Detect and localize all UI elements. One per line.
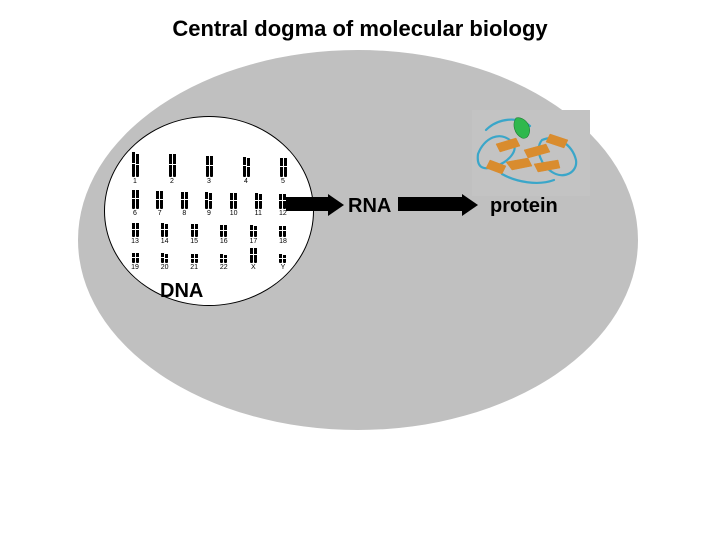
- chromosome-pair: 3: [197, 151, 221, 185]
- chromosome-number: 13: [131, 238, 139, 245]
- chromosome-pair: 7: [148, 187, 172, 217]
- chromosome-pair: 15: [182, 219, 206, 245]
- page-title: Central dogma of molecular biology: [0, 16, 720, 42]
- chromosome-icon: [165, 253, 168, 263]
- nucleus-circle: 12345678910111213141516171819202122XY: [104, 116, 314, 306]
- chromosome-pair: 5: [271, 151, 295, 185]
- chromosome-pair: 22: [212, 249, 236, 271]
- chromosome-icon: [234, 192, 237, 209]
- chromosome-number: 19: [131, 264, 139, 271]
- rna-label: RNA: [348, 195, 391, 218]
- chromosome-number: 6: [133, 210, 137, 217]
- chromosome-number: 8: [182, 210, 186, 217]
- chromosome-number: 17: [249, 238, 257, 245]
- chromosome-icon: [224, 254, 227, 263]
- chromosome-icon: [136, 189, 139, 209]
- karyotype-row: 19 20 21 22 X Y: [123, 249, 295, 271]
- chromosome-icon: [259, 193, 262, 209]
- chromosome-icon: [284, 157, 287, 177]
- chromosome-number: 18: [279, 238, 287, 245]
- chromosome-pair: 11: [246, 187, 270, 217]
- protein-label: protein: [490, 195, 558, 218]
- chromosome-number: 1: [133, 178, 137, 185]
- chromosome-icon: [195, 253, 198, 263]
- chromosome-icon: [136, 222, 139, 237]
- chromosome-icon: [254, 225, 257, 237]
- chromosome-number: 20: [161, 264, 169, 271]
- arrow-shaft: [286, 197, 330, 211]
- chromosome-number: 14: [161, 238, 169, 245]
- arrow-head-icon: [462, 194, 478, 216]
- chromosome-pair: 16: [212, 219, 236, 245]
- chromosome-pair: 18: [271, 219, 295, 245]
- chromosome-pair: 2: [160, 151, 184, 185]
- arrow-dna-to-rna: [286, 194, 344, 216]
- karyotype-grid: 12345678910111213141516171819202122XY: [123, 151, 295, 283]
- chromosome-number: X: [251, 264, 256, 271]
- chromosome-number: 2: [170, 178, 174, 185]
- chromosome-icon: [169, 153, 172, 177]
- chromosome-icon: [185, 191, 188, 209]
- chromosome-icon: [165, 223, 168, 237]
- chromosome-icon: [250, 247, 253, 263]
- chromosome-number: 9: [207, 210, 211, 217]
- chromosome-icon: [280, 157, 283, 177]
- chromosome-pair: 13: [123, 219, 147, 245]
- chromosome-pair: 21: [182, 249, 206, 271]
- chromosome-icon: [209, 192, 212, 209]
- chromosome-icon: [160, 190, 163, 209]
- chromosome-icon: [132, 189, 135, 209]
- chromosome-number: 7: [158, 210, 162, 217]
- chromosome-number: 11: [255, 210, 262, 217]
- chromosome-number: 5: [281, 178, 285, 185]
- dna-label: DNA: [160, 280, 203, 303]
- arrow-shaft: [398, 197, 464, 211]
- chromosome-number: 22: [220, 264, 228, 271]
- chromosome-pair: 4: [234, 151, 258, 185]
- chromosome-icon: [224, 224, 227, 237]
- chromosome-pair: 10: [222, 187, 246, 217]
- chromosome-icon: [195, 223, 198, 237]
- chromosome-number: Y: [281, 264, 286, 271]
- chromosome-pair: 8: [172, 187, 196, 217]
- arrow-rna-to-protein: [398, 194, 478, 216]
- chromosome-icon: [254, 247, 257, 263]
- chromosome-pair: X: [241, 249, 265, 271]
- protein-structure-icon: [472, 110, 590, 196]
- chromosome-number: 4: [244, 178, 248, 185]
- chromosome-icon: [206, 155, 209, 177]
- chromosome-icon: [210, 155, 213, 177]
- chromosome-number: 3: [207, 178, 211, 185]
- chromosome-pair: 17: [241, 219, 265, 245]
- karyotype-row: 6789101112: [123, 187, 295, 217]
- chromosome-pair: 1: [123, 151, 147, 185]
- chromosome-pair: Y: [271, 249, 295, 271]
- chromosome-icon: [283, 225, 286, 237]
- chromosome-pair: 14: [153, 219, 177, 245]
- chromosome-icon: [136, 153, 139, 177]
- arrow-head-icon: [328, 194, 344, 216]
- chromosome-icon: [181, 191, 184, 209]
- chromosome-icon: [247, 157, 250, 177]
- chromosome-pair: 20: [153, 249, 177, 271]
- chromosome-icon: [173, 153, 176, 177]
- chromosome-number: 15: [190, 238, 198, 245]
- karyotype-row: 13 14 15 16 17 18: [123, 219, 295, 245]
- chromosome-icon: [136, 252, 139, 263]
- chromosome-icon: [283, 254, 286, 263]
- chromosome-icon: [191, 223, 194, 237]
- chromosome-icon: [279, 225, 282, 237]
- chromosome-number: 21: [190, 264, 198, 271]
- chromosome-pair: 19: [123, 249, 147, 271]
- chromosome-icon: [279, 193, 282, 209]
- chromosome-pair: 6: [123, 187, 147, 217]
- chromosome-number: 10: [230, 210, 238, 217]
- chromosome-pair: 9: [197, 187, 221, 217]
- chromosome-number: 16: [220, 238, 228, 245]
- karyotype-row: 1 2 3 4 5: [123, 151, 295, 185]
